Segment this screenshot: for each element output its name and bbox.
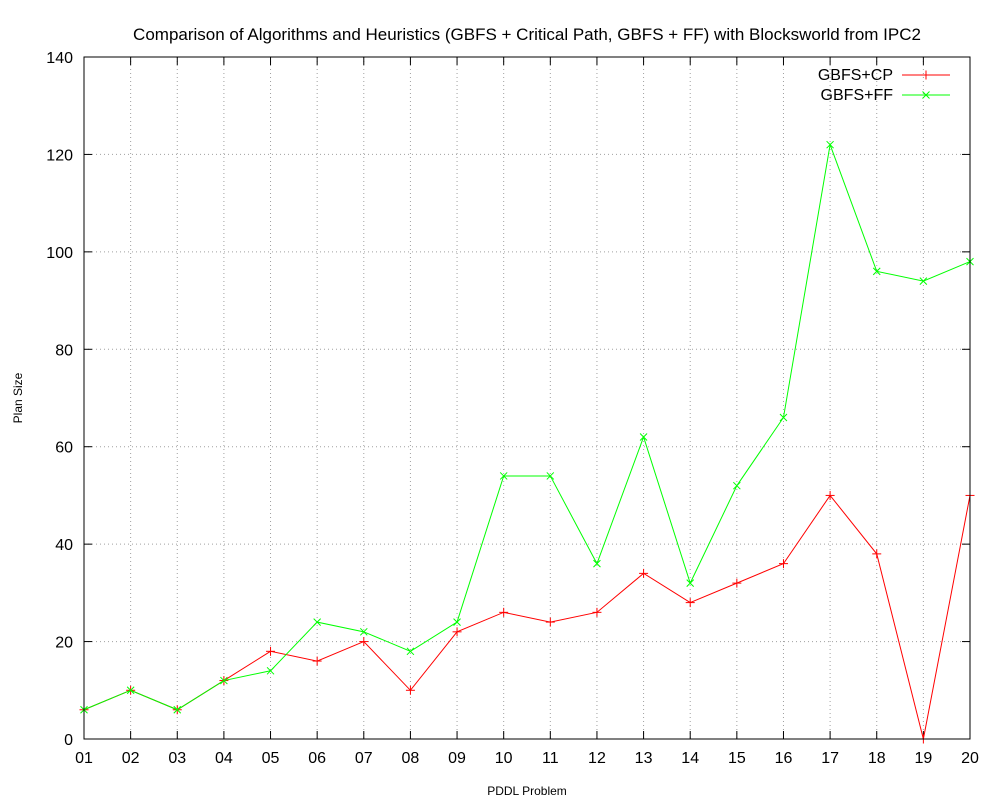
- x-tick-label: 02: [122, 750, 140, 767]
- data-point-gbfs-cp: [266, 646, 276, 656]
- x-tick-label: 04: [215, 750, 233, 767]
- data-point-gbfs-cp: [639, 568, 649, 578]
- x-tick-label: 15: [728, 750, 746, 767]
- data-point-gbfs-ff: [266, 666, 275, 675]
- x-tick-label: 01: [75, 750, 93, 767]
- x-tick-label: 17: [821, 750, 839, 767]
- data-point-gbfs-cp: [545, 617, 555, 627]
- legend-label: GBFS+FF: [821, 87, 894, 104]
- data-point-gbfs-ff: [826, 140, 834, 149]
- data-point-gbfs-ff: [406, 647, 415, 656]
- legend-label: GBFS+CP: [818, 67, 893, 84]
- x-tick-label: 16: [775, 750, 793, 767]
- data-point-gbfs-ff: [499, 472, 508, 480]
- x-tick-label: 11: [542, 750, 559, 767]
- data-point-gbfs-ff: [593, 559, 601, 568]
- data-point-gbfs-cp: [872, 549, 882, 559]
- y-axis-label: Plan Size: [11, 372, 25, 423]
- x-tick-label: 08: [402, 750, 420, 767]
- data-point-gbfs-ff: [453, 618, 461, 626]
- data-point-gbfs-cp: [405, 685, 415, 695]
- x-tick-label: 09: [448, 750, 466, 767]
- y-tick-label: 140: [46, 50, 73, 67]
- y-tick-label: 40: [55, 537, 73, 554]
- x-tick-label: 18: [868, 750, 886, 767]
- data-point-gbfs-cp: [359, 637, 369, 647]
- series-line-gbfs-cp: [83, 494, 971, 740]
- legend: GBFS+CP GBFS+FF: [818, 67, 950, 104]
- data-point-gbfs-cp: [825, 490, 835, 500]
- legend-item-gbfs-ff: GBFS+FF: [821, 87, 950, 104]
- x-tick-label: 03: [168, 750, 186, 767]
- data-point-gbfs-ff: [173, 705, 182, 714]
- x-tick-label: 14: [681, 750, 699, 767]
- x-tick-label: 20: [961, 750, 979, 767]
- series-gbfs-ff: [80, 140, 974, 714]
- y-tick-label: 100: [46, 245, 73, 262]
- y-tick-label: 20: [55, 635, 73, 652]
- x-tick-label: 07: [355, 750, 373, 767]
- data-point-gbfs-ff: [919, 277, 928, 285]
- data-point-gbfs-ff: [359, 627, 368, 636]
- data-point-gbfs-ff: [779, 413, 788, 422]
- data-point-gbfs-ff: [732, 481, 741, 490]
- data-point-gbfs-ff: [639, 433, 648, 441]
- data-point-gbfs-ff: [546, 472, 555, 480]
- legend-item-gbfs-cp: GBFS+CP: [818, 67, 950, 84]
- data-point-gbfs-ff: [220, 676, 228, 685]
- data-point-gbfs-cp: [312, 656, 322, 666]
- y-tick-label: 80: [55, 342, 73, 359]
- data-point-gbfs-cp: [778, 559, 788, 569]
- x-tick-label: 19: [914, 750, 932, 767]
- data-point-gbfs-cp: [732, 578, 742, 588]
- data-point-gbfs-cp: [452, 627, 462, 637]
- data-point-gbfs-cp: [592, 607, 602, 617]
- x-tick-label: 06: [308, 750, 326, 767]
- x-axis-label: PDDL Problem: [487, 784, 567, 798]
- plot-frame: [83, 56, 971, 740]
- x-tick-label: 12: [588, 750, 606, 767]
- data-point-gbfs-cp: [499, 607, 509, 617]
- series-layer: [79, 140, 975, 744]
- grid-lines: [84, 57, 970, 739]
- x-tick-label: 05: [262, 750, 280, 767]
- data-point-gbfs-cp: [685, 598, 695, 608]
- x-tick-label: 10: [495, 750, 513, 767]
- data-point-gbfs-ff: [126, 686, 135, 695]
- data-point-gbfs-ff: [686, 579, 695, 587]
- legend-marker: [921, 70, 931, 80]
- series-gbfs-cp: [79, 490, 975, 744]
- y-tick-label: 0: [64, 732, 73, 749]
- data-point-gbfs-ff: [313, 618, 322, 626]
- x-axis-ticks: 01 02 03 04 05 06 07 08 09 10 11 12 13 14 15 16 17 18 19 20: [75, 57, 979, 767]
- y-tick-label: 60: [55, 440, 73, 457]
- x-tick-label: 13: [635, 750, 653, 767]
- series-line-gbfs-ff: [83, 142, 971, 711]
- data-point-gbfs-ff: [872, 267, 881, 276]
- chart-title: Comparison of Algorithms and Heuristics …: [133, 25, 921, 44]
- legend-marker: [922, 91, 930, 99]
- y-tick-label: 120: [46, 147, 73, 164]
